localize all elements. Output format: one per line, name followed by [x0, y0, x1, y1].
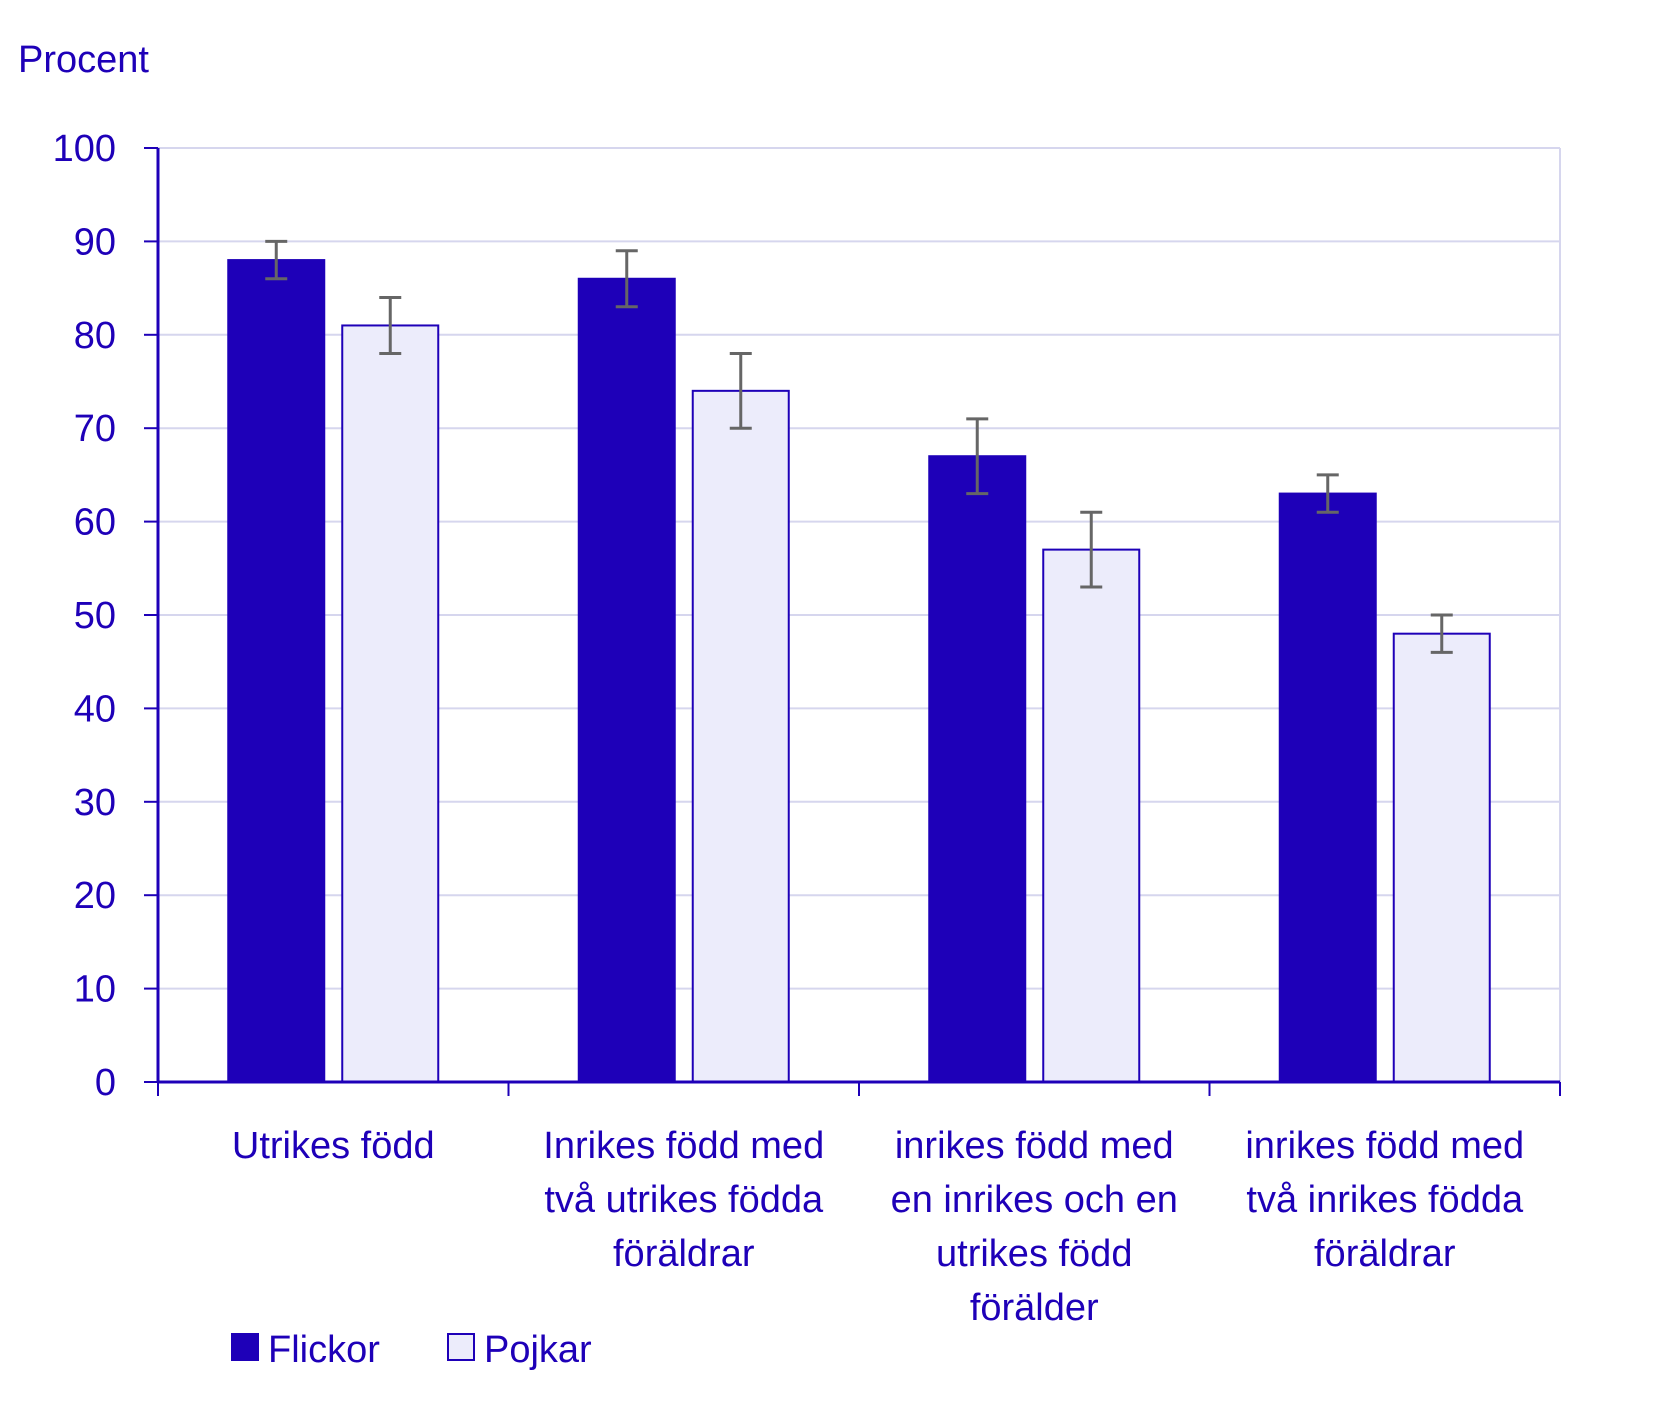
x-category-label: inrikes född med två inrikes födda föräldr…: [1245, 1125, 1524, 1275]
y-tick-label: 40: [74, 688, 116, 730]
bar-pojkar-3: [1042, 548, 1141, 1083]
bar-pojkar-2: [691, 389, 790, 1083]
y-axis-label: Procent: [18, 39, 149, 81]
legend-label: Pojkar: [484, 1329, 592, 1371]
x-category-label: Inrikes född med två utrikes födda föräldr…: [543, 1125, 824, 1275]
bar-pojkar-1: [341, 324, 440, 1083]
error-bar-pojkar-3: [1080, 510, 1103, 589]
y-tick-label: 30: [74, 782, 116, 824]
x-category-labels: Utrikes född Inrikes född med två utrikes …: [232, 1125, 1524, 1329]
legend-swatch: [447, 1333, 475, 1361]
bar-flickor-3: [928, 455, 1027, 1084]
error-bar-flickor-4: [1316, 473, 1339, 514]
y-tick-label: 90: [74, 221, 116, 263]
error-bars: [265, 239, 1453, 654]
axes: [144, 147, 1561, 1096]
x-category-label: Utrikes född: [232, 1125, 435, 1167]
legend: Flickor Pojkar: [231, 1329, 592, 1371]
legend-label: Flickor: [268, 1329, 380, 1371]
error-bar-pojkar-2: [729, 351, 752, 430]
bar-flickor-1: [227, 259, 326, 1083]
y-tick-label: 0: [95, 1062, 116, 1104]
error-bar-flickor-1: [265, 239, 288, 281]
bar-flickor-4: [1278, 492, 1377, 1083]
y-tick-label: 20: [74, 875, 116, 917]
bars: [227, 259, 1491, 1084]
y-tick-label: 60: [74, 502, 116, 544]
bar-pojkar-4: [1392, 632, 1491, 1083]
y-tick-label: 80: [74, 315, 116, 357]
error-bar-flickor-2: [615, 249, 638, 309]
y-tick-label: 100: [53, 128, 116, 170]
y-tick-labels: 0 10 20 30 40 50 60 70 80 90 100: [53, 128, 116, 1104]
legend-item-pojkar: Pojkar: [447, 1329, 592, 1371]
error-bar-pojkar-1: [379, 295, 402, 355]
error-bar-pojkar-4: [1430, 613, 1453, 654]
y-tick-label: 50: [74, 595, 116, 637]
legend-item-flickor: Flickor: [231, 1329, 380, 1371]
error-bar-flickor-3: [966, 417, 989, 496]
y-tick-label: 70: [74, 408, 116, 450]
legend-swatch: [231, 1333, 259, 1361]
x-category-label: inrikes född med en inrikes och en utrikes…: [891, 1125, 1178, 1329]
y-tick-label: 10: [74, 969, 116, 1011]
bar-flickor-2: [577, 277, 676, 1083]
